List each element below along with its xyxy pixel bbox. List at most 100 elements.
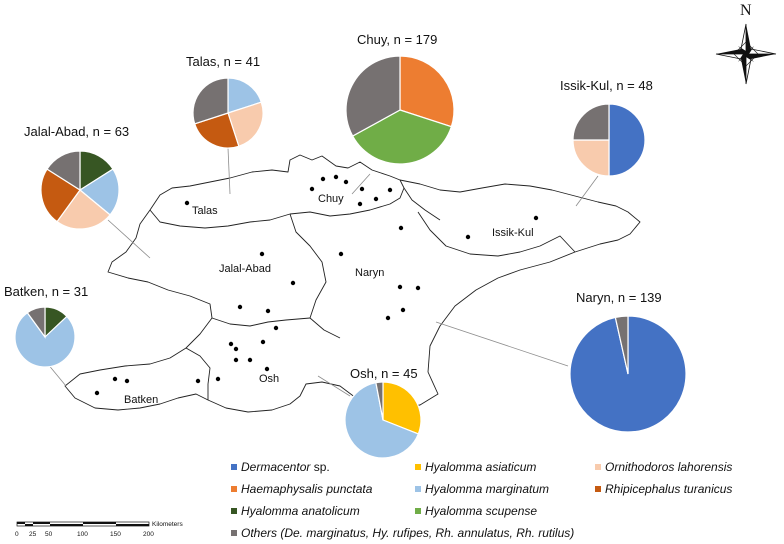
legend-swatch-haemaphysalis xyxy=(231,486,237,492)
pie-chart-talas xyxy=(192,77,264,149)
north-label: N xyxy=(740,2,752,19)
boundary-chuy-issik xyxy=(403,187,441,221)
pie-slice-chuy-scupense xyxy=(351,109,453,165)
legend: Dermacentor sp. Hyalomma asiaticum Ornitho… xyxy=(231,460,732,540)
site-dot xyxy=(415,285,421,291)
country-outline xyxy=(64,154,641,413)
legend-swatch-rhipicephalus xyxy=(595,486,601,492)
legend-label-others: Others (De. marginatus, Hy. rufipes, Rh.… xyxy=(241,526,574,540)
site-dot xyxy=(273,325,279,331)
site-dot xyxy=(233,357,239,363)
site-dot xyxy=(112,376,118,382)
legend-label-rhipicephalus: Rhipicephalus turanicus xyxy=(605,482,732,496)
site-dot xyxy=(124,378,130,384)
pie-slice-issik-dermacentor xyxy=(608,103,646,177)
legend-swatch-asiaticum xyxy=(415,464,421,470)
leader-lines xyxy=(46,147,599,397)
region-label-naryn: Naryn xyxy=(355,267,384,279)
scale-unit: Kilometers xyxy=(152,521,183,528)
pie-slice-osh-asiaticum xyxy=(382,381,422,435)
pie-slice-jalal-ornithodoros xyxy=(56,189,111,230)
boundary-jalal-osh xyxy=(211,317,311,327)
site-dot xyxy=(265,308,271,314)
pie-chart-jalal-abad xyxy=(40,150,120,230)
region-labels: Talas Chuy Issik-Kul Jalal-Abad Naryn Os… xyxy=(124,193,534,406)
pie-charts xyxy=(14,55,687,459)
site-dot xyxy=(94,390,100,396)
leader-line-issik xyxy=(575,175,599,207)
legend-label-haemaphysalis: Haemaphysalis punctata xyxy=(241,482,373,496)
pie-slice-jalal-others xyxy=(46,150,81,192)
legend-swatch-dermacentor xyxy=(231,464,237,470)
site-dot xyxy=(397,284,403,290)
scale-tick-150: 150 xyxy=(110,531,121,538)
site-dot xyxy=(333,174,339,180)
site-dot xyxy=(195,378,201,384)
region-boundaries xyxy=(64,154,641,413)
pie-title-jalal-abad: Jalal-Abad, n = 63 xyxy=(24,124,129,139)
pie-title-osh: Osh, n = 45 xyxy=(350,366,418,381)
pie-slice-batken-marginatum xyxy=(14,311,76,368)
pie-slice-talas-marginatum xyxy=(227,77,263,114)
site-dot xyxy=(385,315,391,321)
legend-swatch-marginatum xyxy=(415,486,421,492)
boundary-issik-naryn xyxy=(417,211,576,257)
legend-label-marginatum: Hyalomma marginatum xyxy=(425,482,549,496)
leader-line-talas xyxy=(227,147,231,195)
leader-line-chuy xyxy=(351,173,371,195)
site-dot xyxy=(259,251,265,257)
region-label-talas: Talas xyxy=(192,205,218,217)
boundary-jalal-naryn xyxy=(289,213,341,339)
pie-chart-osh xyxy=(344,381,422,459)
pie-slice-jalal-rhipicephalus xyxy=(40,168,81,223)
pie-slice-naryn-others xyxy=(614,315,629,375)
pie-slice-issik-ornithodoros xyxy=(572,139,610,177)
site-dot xyxy=(533,215,539,221)
pie-slice-osh-marginatum xyxy=(344,381,420,459)
legend-label-anatolicum: Hyalomma anatolicum xyxy=(241,504,360,518)
site-dot xyxy=(343,179,349,185)
legend-label-scupense: Hyalomma scupense xyxy=(425,504,537,518)
site-dot xyxy=(264,366,270,372)
pie-title-talas: Talas, n = 41 xyxy=(186,54,260,69)
site-dot xyxy=(290,280,296,286)
legend-swatch-others xyxy=(231,530,237,536)
site-dot xyxy=(387,187,393,193)
pie-chart-issik-kul xyxy=(572,103,646,177)
pie-slice-chuy-haemaphysalis xyxy=(399,55,455,128)
scale-tick-50: 50 xyxy=(45,531,53,538)
site-dot xyxy=(357,201,363,207)
scale-tick-200: 200 xyxy=(143,531,154,538)
site-dot xyxy=(215,376,221,382)
legend-swatch-ornithodoros xyxy=(595,464,601,470)
boundary-talas-jalal xyxy=(149,209,291,229)
pie-chart-batken xyxy=(14,306,76,368)
legend-label-ornithodoros: Ornithodoros lahorensis xyxy=(605,460,732,474)
leader-line-jalal xyxy=(107,219,151,259)
site-dot xyxy=(338,251,344,257)
pie-title-issik-kul: Issik-Kul, n = 48 xyxy=(560,78,653,93)
pie-slice-jalal-marginatum xyxy=(78,168,120,216)
leader-line-osh xyxy=(317,375,351,397)
scale-tick-0: 0 xyxy=(15,531,19,538)
site-dot xyxy=(228,341,234,347)
legend-swatch-scupense xyxy=(415,508,421,514)
pie-slice-talas-others xyxy=(192,77,229,125)
site-dot xyxy=(359,186,365,192)
pie-chart-naryn xyxy=(569,315,687,433)
site-dot xyxy=(237,304,243,310)
region-label-batken: Batken xyxy=(124,394,158,406)
pie-slice-issik-others xyxy=(572,103,610,141)
pie-titles: Talas, n = 41 Chuy, n = 179 Issik-Kul, n… xyxy=(4,32,662,381)
legend-label-asiaticum: Hyalomma asiaticum xyxy=(425,460,536,474)
scale-tick-100: 100 xyxy=(77,531,88,538)
site-dot xyxy=(247,357,253,363)
site-dot xyxy=(260,339,266,345)
site-dot xyxy=(309,186,315,192)
site-dot xyxy=(398,225,404,231)
pie-slice-talas-ornithodoros xyxy=(227,101,264,148)
compass-rose-icon xyxy=(715,23,777,85)
pie-chart-chuy xyxy=(345,55,455,165)
region-label-issik-kul: Issik-Kul xyxy=(492,227,534,239)
